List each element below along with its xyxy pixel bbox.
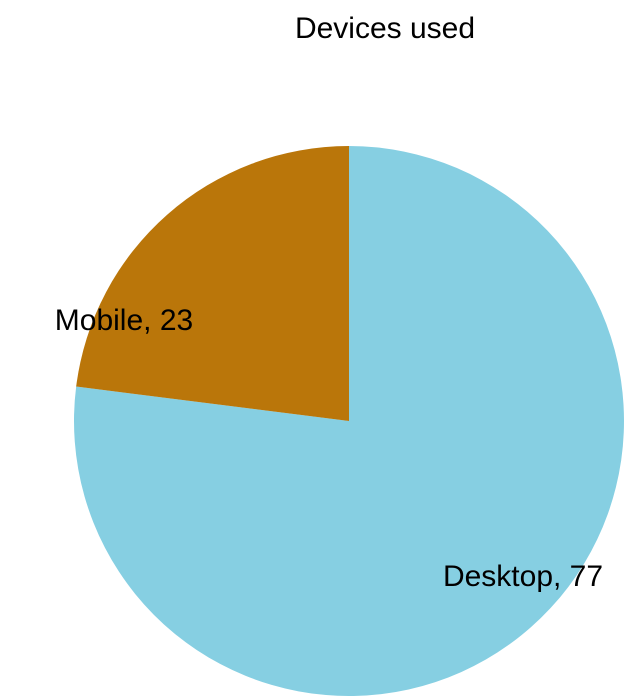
pie-slice — [76, 146, 349, 421]
pie-slice — [73, 146, 625, 696]
data-label: Mobile, 23 — [55, 304, 193, 337]
chart-title: Devices used — [295, 12, 475, 45]
data-label: Desktop, 77 — [443, 560, 603, 593]
